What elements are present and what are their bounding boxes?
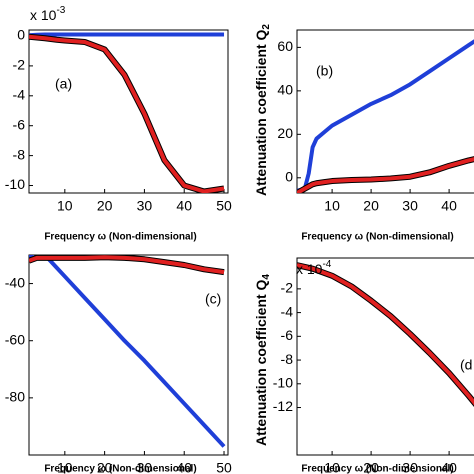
x-tick-label: 40 [176,198,192,214]
y-tick-label: 0 [17,27,25,43]
series-line [29,255,225,275]
y-tick-label: 20 [277,125,293,141]
x-tick-label: 40 [441,198,457,214]
x-tick-label: 20 [363,460,379,474]
series-line [297,262,474,407]
series-line [297,263,474,406]
x-tick-label: 40 [441,460,457,474]
y-tick-label: -10 [5,176,25,192]
axes-box [28,254,229,456]
series-line [29,34,225,193]
x-tick-label: 30 [402,198,418,214]
axis-multiplier: x 10-3 [30,5,66,23]
x-tick-label: 50 [216,198,232,214]
multiplier-base: x 10 [296,261,323,277]
y-tick-label: -4 [281,303,294,319]
x-axis-label: Frequency ω (Non-dimensional) [301,464,453,474]
x-tick-label: 30 [402,460,418,474]
axes-box [28,29,229,194]
y-tick-label: -12 [273,398,293,414]
x-axis-label: Frequency ω (Non-dimensional) [44,464,196,474]
x-tick-label: 30 [137,198,153,214]
y-tick-label: 60 [277,38,293,54]
panel-label: (a) [55,76,72,92]
axes-box [296,257,474,456]
y-tick-label: -60 [5,331,25,347]
panel-label: (d [460,357,472,373]
y-tick-label: -10 [273,374,293,390]
series-line [297,39,474,193]
axis-multiplier: x 10-4 [296,259,332,277]
axes-box [296,29,474,194]
y-tick-label: -2 [13,57,26,73]
panel-label: (c) [205,291,221,307]
y-tick-label: 40 [277,82,293,98]
y-axis-label-sub: 2 [261,24,272,30]
y-tick-label: -80 [5,389,25,405]
y-axis-label-text: Attenuation coefficient Q [253,29,269,196]
y-tick-label: -2 [281,280,294,296]
y-tick-label: -8 [281,351,294,367]
y-tick-label: -40 [5,274,25,290]
x-tick-label: 10 [324,198,340,214]
x-tick-label: 10 [324,460,340,474]
series-line [29,32,225,38]
multiplier-base: x 10 [30,7,57,23]
x-tick-label: 20 [97,460,113,474]
series-line [29,255,226,448]
y-tick-label: -6 [13,116,26,132]
x-tick-label: 20 [97,198,113,214]
y-axis-label-text: Attenuation coefficient Q [253,279,269,446]
x-axis-label: Frequency ω (Non-dimensional) [301,232,453,243]
x-tick-label: 30 [137,460,153,474]
x-axis-label: Frequency ω (Non-dimensional) [44,232,196,243]
y-axis-label: Attenuation coefficient Q2 [253,24,272,196]
series-line [297,156,474,193]
x-tick-label: 40 [176,460,192,474]
series-line [297,157,474,193]
y-axis-label: Attenuation coefficient Q4 [253,274,272,446]
y-tick-label: -6 [281,327,294,343]
x-tick-label: 50 [216,460,232,474]
y-axis-label-sub: 4 [261,274,272,280]
multiplier-exponent: -4 [322,259,331,270]
series-line [29,33,225,193]
panel-label: (b) [316,63,333,79]
x-tick-label: 10 [57,198,73,214]
multiplier-exponent: -3 [56,5,65,16]
y-tick-label: -8 [13,146,26,162]
y-tick-label: -4 [13,87,26,103]
y-tick-label: 0 [285,168,293,184]
x-tick-label: 10 [57,460,73,474]
x-tick-label: 20 [363,198,379,214]
